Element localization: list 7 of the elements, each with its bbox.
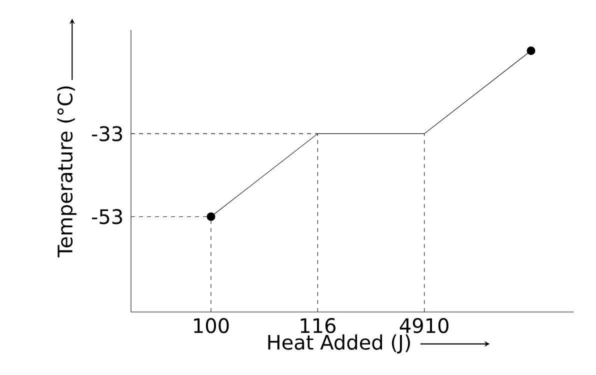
x-tick-label: 4910	[400, 318, 448, 334]
x-axis-title: Heat Added (J)	[268, 334, 410, 354]
y-tick-label: -33	[92, 126, 122, 142]
x-tick-label: 116	[300, 318, 336, 334]
y-tick-label: -53	[92, 209, 122, 224]
y-axis-title: Temperature (°C)	[57, 86, 76, 258]
x-tick-label: 100	[194, 318, 229, 334]
